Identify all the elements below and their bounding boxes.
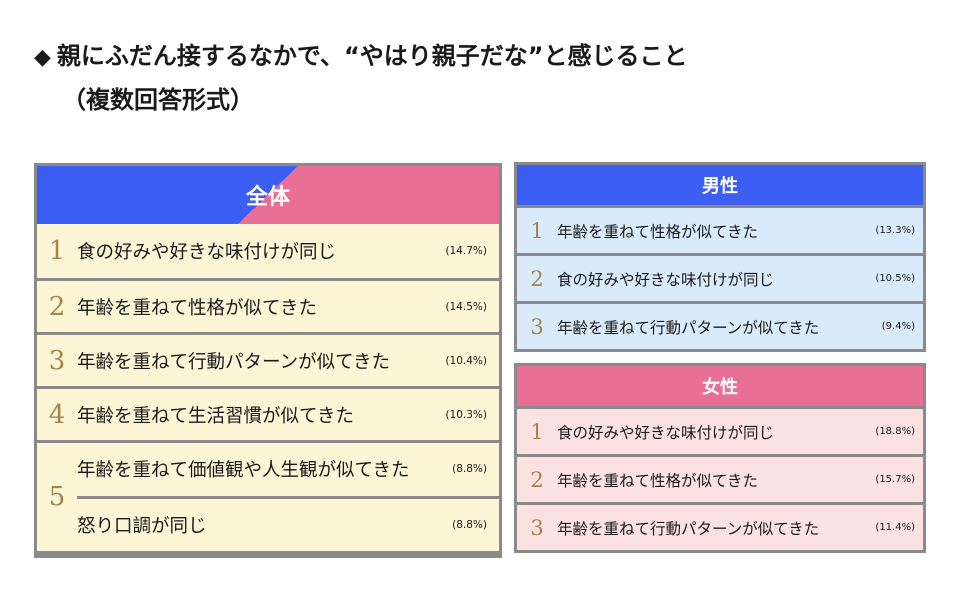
overall-panel: 全体 1 食の好みや好きな味付けが同じ (14.7%) 2 年齢を重ねて性格が似… (34, 163, 502, 558)
rank-number: 1 (48, 236, 66, 266)
page-title-text: 親にふだん接するなかで、“やはり親子だな”と感じること (56, 42, 688, 70)
row-percent: (9.4%) (881, 321, 915, 332)
row-label: 年齢を重ねて行動パターンが似てきた (557, 318, 820, 337)
diamond-icon: ◆ (34, 45, 51, 70)
overall-header: 全体 (37, 166, 499, 224)
rank-number: 1 (530, 419, 544, 444)
overall-rows: 1 食の好みや好きな味付けが同じ (14.7%) 2 年齢を重ねて性格が似てきた… (37, 224, 499, 551)
female-header: 女性 (517, 366, 923, 406)
overall-row-4: 4 年齢を重ねて生活習慣が似てきた (10.3%) (37, 386, 499, 440)
row-label: 年齢を重ねて性格が似てきた (557, 471, 759, 490)
tied-item-2: 怒り口調が同じ (8.8%) (77, 495, 499, 552)
row-percent: (14.5%) (445, 300, 487, 313)
row-percent: (11.4%) (875, 522, 915, 533)
rank-number: 2 (530, 467, 544, 492)
female-panel: 女性 1 食の好みや好きな味付けが同じ (18.8%) 2 年齢を重ねて性格が似… (514, 363, 926, 553)
row-label: 食の好みや好きな味付けが同じ (557, 270, 775, 289)
row-label: 年齢を重ねて行動パターンが似てきた (557, 519, 820, 538)
rank-number: 3 (530, 314, 544, 339)
row-label: 年齢を重ねて性格が似てきた (557, 222, 759, 241)
female-row-1: 1 食の好みや好きな味付けが同じ (18.8%) (517, 406, 923, 454)
row-label: 年齢を重ねて行動パターンが似てきた (77, 351, 391, 373)
overall-row-1: 1 食の好みや好きな味付けが同じ (14.7%) (37, 224, 499, 278)
tied-item-1: 年齢を重ねて価値観や人生観が似てきた (8.8%) (77, 443, 499, 496)
overall-row-5: 5 年齢を重ねて価値観や人生観が似てきた (8.8%) 怒り口調が同じ (8.8… (37, 440, 499, 551)
row-percent: (10.4%) (445, 354, 487, 367)
rank-number: 1 (530, 218, 544, 243)
rank-number: 2 (48, 291, 66, 322)
row-percent: (8.8%) (452, 518, 487, 531)
row-percent: (14.7%) (445, 245, 487, 257)
rank-number: 3 (48, 345, 66, 376)
male-panel: 男性 1 年齢を重ねて性格が似てきた (13.3%) 2 食の好みや好きな味付け… (514, 162, 926, 352)
rank-number: 2 (530, 266, 544, 291)
female-rows: 1 食の好みや好きな味付けが同じ (18.8%) 2 年齢を重ねて性格が似てきた… (517, 406, 923, 550)
female-row-3: 3 年齢を重ねて行動パターンが似てきた (11.4%) (517, 502, 923, 550)
row-label: 年齢を重ねて性格が似てきた (77, 297, 317, 319)
overall-header-label: 全体 (245, 185, 290, 210)
male-row-3: 3 年齢を重ねて行動パターンが似てきた (9.4%) (517, 301, 923, 349)
row-label: 年齢を重ねて価値観や人生観が似てきた (77, 460, 410, 482)
rank-number: 4 (48, 399, 66, 430)
row-label: 年齢を重ねて生活習慣が似てきた (77, 405, 354, 427)
rank-number: 3 (530, 515, 544, 540)
row-percent: (18.8%) (875, 426, 915, 437)
row-percent: (8.8%) (452, 463, 487, 476)
male-row-1: 1 年齢を重ねて性格が似てきた (13.3%) (517, 205, 923, 253)
row-label: 怒り口調が同じ (77, 515, 207, 537)
tied-items: 年齢を重ねて価値観や人生観が似てきた (8.8%) 怒り口調が同じ (8.8%) (77, 443, 499, 551)
row-percent: (10.3%) (445, 408, 487, 421)
row-label: 食の好みや好きな味付けが同じ (557, 423, 775, 442)
rank-number: 5 (48, 482, 66, 512)
row-percent: (15.7%) (875, 474, 915, 485)
row-label: 食の好みや好きな味付けが同じ (77, 242, 337, 263)
page-subtitle: （複数回答形式） (62, 86, 254, 114)
row-percent: (13.3%) (875, 225, 915, 236)
overall-row-3: 3 年齢を重ねて行動パターンが似てきた (10.4%) (37, 332, 499, 386)
male-row-2: 2 食の好みや好きな味付けが同じ (10.5%) (517, 253, 923, 301)
row-percent: (10.5%) (875, 273, 915, 284)
male-rows: 1 年齢を重ねて性格が似てきた (13.3%) 2 食の好みや好きな味付けが同じ… (517, 205, 923, 349)
female-row-2: 2 年齢を重ねて性格が似てきた (15.7%) (517, 454, 923, 502)
overall-row-2: 2 年齢を重ねて性格が似てきた (14.5%) (37, 278, 499, 332)
male-header: 男性 (517, 165, 923, 205)
page-title: ◆ 親にふだん接するなかで、“やはり親子だな”と感じること (34, 40, 688, 74)
